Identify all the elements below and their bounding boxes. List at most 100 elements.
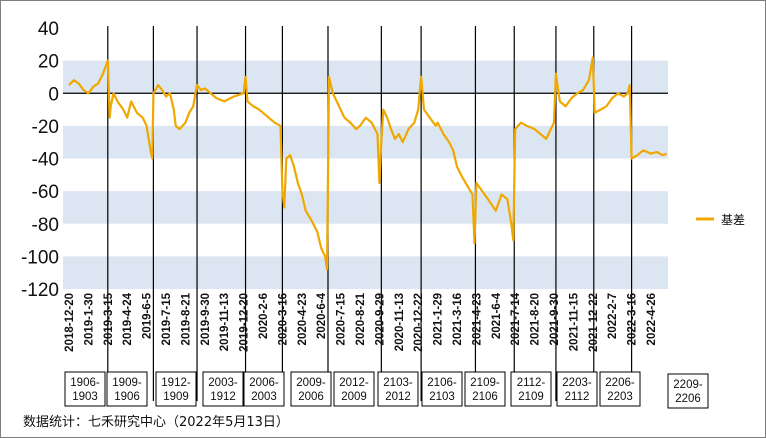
x-tick-label: 2020-6-4	[316, 292, 328, 339]
contract-label: 2206	[675, 393, 701, 405]
contract-box-border	[667, 373, 709, 409]
contract-label: 2103-	[383, 377, 413, 389]
contract-label: 2003	[251, 391, 277, 403]
x-tick-label: 2019-3-15	[103, 292, 115, 345]
x-tick-label: 2020-8-21	[355, 292, 367, 345]
contract-label: 2106	[472, 391, 498, 403]
contract-label: 2203-	[562, 377, 592, 389]
contract-label: 2009-	[296, 377, 326, 389]
contract-box: 1909- 1906	[106, 371, 148, 407]
contract-label: 2006-	[249, 377, 279, 389]
contract-box-border	[106, 371, 148, 407]
x-tick-label: 2021-11-15	[568, 292, 580, 351]
source-note: 数据统计：七禾研究中心（2022年5月13日）	[23, 415, 289, 430]
contract-label: 2203	[607, 391, 633, 403]
y-tick-label: -20	[32, 117, 59, 138]
contract-label: 2006	[298, 391, 324, 403]
contract-label: 2003-	[208, 377, 238, 389]
grid-band	[63, 256, 668, 289]
contract-label: 2206-	[605, 377, 635, 389]
y-tick-label: -100	[21, 247, 59, 268]
y-tick-label: -120	[21, 280, 59, 301]
x-tick-label: 2022-2-7	[607, 293, 619, 339]
x-tick-label: 2020-4-23	[297, 293, 309, 345]
grid-band	[63, 191, 668, 224]
x-tick-label: 2021-12-22	[588, 293, 600, 352]
x-tick-label: 2020-7-15	[336, 292, 348, 345]
contract-box: 2006- 2003	[243, 371, 285, 407]
contract-label: 2009	[341, 391, 367, 403]
x-tick-label: 2021-4-23	[471, 293, 483, 345]
y-tick-label: -60	[32, 182, 59, 203]
x-tick-label: 2019-6-5	[142, 292, 154, 339]
contract-box-border	[243, 371, 285, 407]
contract-label: 1909	[163, 391, 189, 403]
contract-box: 2209- 2206	[667, 373, 709, 409]
contract-box-border	[202, 371, 244, 407]
contract-box-border	[556, 371, 598, 407]
contract-label: 1912	[210, 391, 236, 403]
contract-box: 1906- 1903	[64, 371, 106, 407]
x-tick-label: 2021-7-14	[510, 292, 522, 345]
contract-box: 2009- 2006	[290, 371, 332, 407]
x-tick-label: 2020-2-6	[258, 293, 270, 339]
x-tick-label: 2019-4-24	[122, 292, 134, 345]
x-tick-label: 2019-7-15	[161, 292, 173, 345]
contract-box-border	[155, 371, 197, 407]
x-tick-label: 2018-12-20	[64, 293, 76, 352]
contract-box: 2103- 2012	[377, 371, 419, 407]
contract-box: 2003- 1912	[202, 371, 244, 407]
grid-band	[63, 125, 668, 159]
contract-box-border	[464, 371, 506, 407]
contract-box-border	[421, 371, 463, 407]
x-tick-label: 2022-3-16	[627, 293, 639, 345]
x-tick-label: 2019-9-30	[200, 293, 212, 345]
x-tick-label: 2021-1-29	[433, 293, 445, 345]
x-tick-label: 2021-6-4	[491, 292, 503, 339]
contract-box-border	[599, 371, 641, 407]
contract-box: 1912- 1909	[155, 371, 197, 407]
contract-label: 2112-	[517, 377, 546, 389]
legend: 基差	[696, 213, 745, 227]
y-tick-label: 0	[48, 84, 59, 105]
contract-box: 2206- 2203	[599, 371, 641, 407]
x-tick-label: 2019-11-13	[219, 293, 231, 351]
x-tick-label: 2020-11-13	[394, 293, 406, 351]
x-tick-label: 2021-3-16	[452, 293, 464, 345]
x-tick-label: 2021-9-30	[549, 293, 561, 345]
contract-box: 2203- 2112	[556, 371, 598, 407]
x-tick-label: 2020-9-29	[374, 293, 386, 345]
contract-label: 2106-	[427, 377, 457, 389]
contract-label: 1912-	[161, 377, 191, 389]
y-tick-label: 40	[38, 19, 59, 40]
contract-label: 1906-	[70, 377, 100, 389]
x-tick-label: 2019-1-30	[83, 293, 95, 345]
contract-box-border	[290, 371, 332, 407]
legend-label: 基差	[721, 213, 745, 227]
contract-box: 2106- 2103	[421, 371, 463, 407]
grid-band	[63, 60, 668, 94]
contract-box-border	[377, 371, 419, 407]
contract-label: 2109	[518, 391, 544, 403]
x-tick-label: 2019-12-20	[239, 293, 251, 352]
contract-label: 1909-	[112, 377, 142, 389]
contract-box-border	[64, 371, 106, 407]
x-tick-label: 2020-3-16	[277, 293, 289, 345]
contract-box-border	[510, 371, 552, 407]
x-tick-label: 2022-4-26	[646, 293, 658, 345]
contract-label: 2012-	[339, 377, 369, 389]
y-tick-label: -40	[32, 150, 59, 171]
contract-label: 2012	[385, 391, 411, 403]
contract-label: 1906	[114, 391, 140, 403]
x-tick-label: 2019-8-21	[180, 292, 192, 345]
x-tick-label: 2020-12-22	[413, 293, 425, 352]
contract-box: 2012- 2009	[333, 371, 375, 407]
contract-box-border	[333, 371, 375, 407]
contract-box: 2109- 2106	[464, 371, 506, 407]
series-line-basis	[68, 56, 667, 271]
contract-box: 2112- 2109	[510, 371, 552, 407]
contract-label: 2103	[429, 391, 455, 403]
y-tick-label: -80	[32, 215, 59, 236]
